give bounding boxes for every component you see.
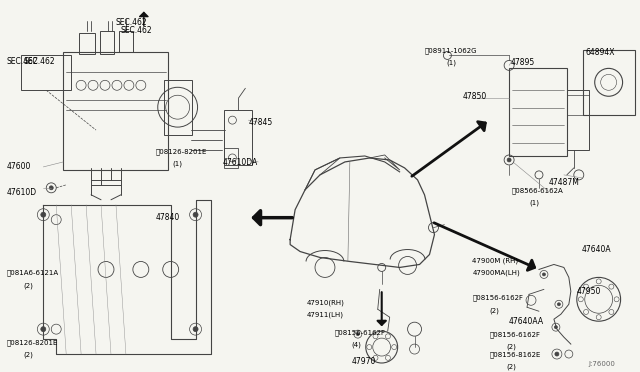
Text: Ⓑ08156-6162F: Ⓑ08156-6162F xyxy=(489,331,540,338)
Text: Ⓑ08126-8201E: Ⓑ08126-8201E xyxy=(156,148,207,155)
Circle shape xyxy=(543,273,545,276)
Text: Ⓑ081A6-6121A: Ⓑ081A6-6121A xyxy=(6,269,59,276)
Circle shape xyxy=(41,212,46,217)
Text: 47950: 47950 xyxy=(577,287,601,296)
Bar xyxy=(119,31,133,52)
Bar xyxy=(225,148,238,168)
Text: 47640AA: 47640AA xyxy=(509,317,544,326)
Text: 47840: 47840 xyxy=(156,213,180,222)
Text: 47895: 47895 xyxy=(511,58,535,67)
Bar xyxy=(79,32,95,54)
Bar xyxy=(100,31,114,54)
Text: 47600: 47600 xyxy=(6,162,31,171)
Text: SEC.462: SEC.462 xyxy=(116,17,148,27)
Text: (2): (2) xyxy=(489,307,499,314)
Bar xyxy=(225,110,252,165)
Text: ⒠08911-1062G: ⒠08911-1062G xyxy=(424,48,477,54)
Bar xyxy=(21,55,71,90)
Text: (2): (2) xyxy=(24,351,33,357)
Text: 47900MA(LH): 47900MA(LH) xyxy=(472,269,520,276)
Circle shape xyxy=(193,212,198,217)
Text: (1): (1) xyxy=(529,200,539,206)
Text: (2): (2) xyxy=(506,363,516,369)
Text: 47640A: 47640A xyxy=(582,244,611,254)
Text: 47900M (RH): 47900M (RH) xyxy=(472,257,518,264)
Text: J:76000: J:76000 xyxy=(589,361,616,367)
Text: 47610DA: 47610DA xyxy=(223,158,258,167)
Text: Ⓑ08156-6162F: Ⓑ08156-6162F xyxy=(335,329,386,336)
Text: Ⓑ08126-8201E: Ⓑ08126-8201E xyxy=(6,339,58,346)
Circle shape xyxy=(193,327,198,332)
Circle shape xyxy=(555,352,559,356)
Circle shape xyxy=(507,158,511,162)
Text: 47910(RH): 47910(RH) xyxy=(307,299,345,306)
Circle shape xyxy=(557,303,561,306)
Bar xyxy=(567,90,589,150)
Circle shape xyxy=(554,326,557,329)
Circle shape xyxy=(49,186,53,190)
Bar xyxy=(164,80,191,135)
Text: Ⓑ08156-8162E: Ⓑ08156-8162E xyxy=(489,351,541,357)
Bar xyxy=(583,51,634,115)
Text: 47850: 47850 xyxy=(462,92,486,101)
Text: Ⓜ08566-6162A: Ⓜ08566-6162A xyxy=(512,188,564,195)
Text: Ⓑ08156-6162F: Ⓑ08156-6162F xyxy=(472,294,524,301)
Text: 47970: 47970 xyxy=(352,357,376,366)
Circle shape xyxy=(356,333,359,336)
Text: (1): (1) xyxy=(173,161,182,167)
Text: SEC.462: SEC.462 xyxy=(24,57,55,67)
Bar xyxy=(509,68,567,156)
Text: 47911(LH): 47911(LH) xyxy=(307,311,344,318)
Text: 64894X: 64894X xyxy=(586,48,615,57)
Text: (2): (2) xyxy=(506,343,516,350)
Text: 47610D: 47610D xyxy=(6,188,36,197)
Text: SEC.462: SEC.462 xyxy=(121,26,152,35)
Text: (2): (2) xyxy=(24,282,33,289)
Text: (1): (1) xyxy=(447,60,456,66)
Text: (4): (4) xyxy=(352,341,362,347)
Text: 47845: 47845 xyxy=(248,118,273,127)
Text: 47487M: 47487M xyxy=(549,178,580,187)
Bar xyxy=(63,52,168,170)
Text: SEC.462: SEC.462 xyxy=(6,57,38,67)
Circle shape xyxy=(41,327,46,332)
